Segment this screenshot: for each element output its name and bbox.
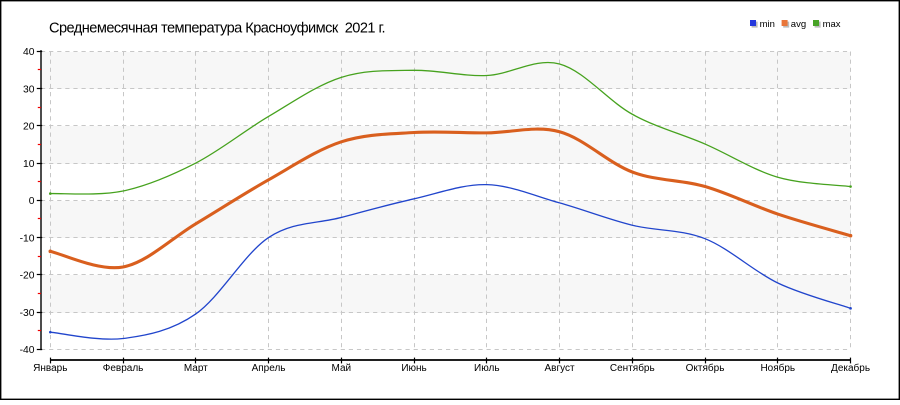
svg-text:20: 20: [23, 122, 35, 133]
svg-text:-20: -20: [20, 271, 35, 282]
svg-text:avg: avg: [791, 19, 806, 30]
svg-text:Сентябрь: Сентябрь: [610, 362, 655, 374]
svg-text:Октябрь: Октябрь: [686, 362, 725, 374]
svg-text:Июль: Июль: [474, 363, 500, 374]
svg-text:Январь: Январь: [33, 363, 67, 374]
svg-text:Среднемесячная температура Кра: Среднемесячная температура Красноуфимск …: [49, 20, 385, 36]
svg-text:Апрель: Апрель: [252, 363, 286, 374]
svg-text:10: 10: [23, 159, 35, 170]
svg-text:Март: Март: [184, 363, 208, 374]
svg-text:Февраль: Февраль: [103, 363, 144, 374]
svg-text:-40: -40: [20, 345, 35, 356]
svg-text:Май: Май: [332, 363, 352, 374]
svg-text:0: 0: [29, 196, 35, 207]
svg-text:Август: Август: [544, 363, 575, 374]
svg-text:-10: -10: [20, 233, 35, 244]
svg-text:40: 40: [23, 47, 35, 58]
svg-text:max: max: [823, 19, 841, 30]
svg-text:-30: -30: [20, 308, 35, 319]
svg-text:Декабрь: Декабрь: [831, 362, 870, 374]
svg-text:Ноябрь: Ноябрь: [760, 362, 795, 374]
svg-text:30: 30: [23, 84, 35, 95]
svg-text:Июнь: Июнь: [401, 363, 426, 374]
svg-text:min: min: [760, 19, 775, 30]
